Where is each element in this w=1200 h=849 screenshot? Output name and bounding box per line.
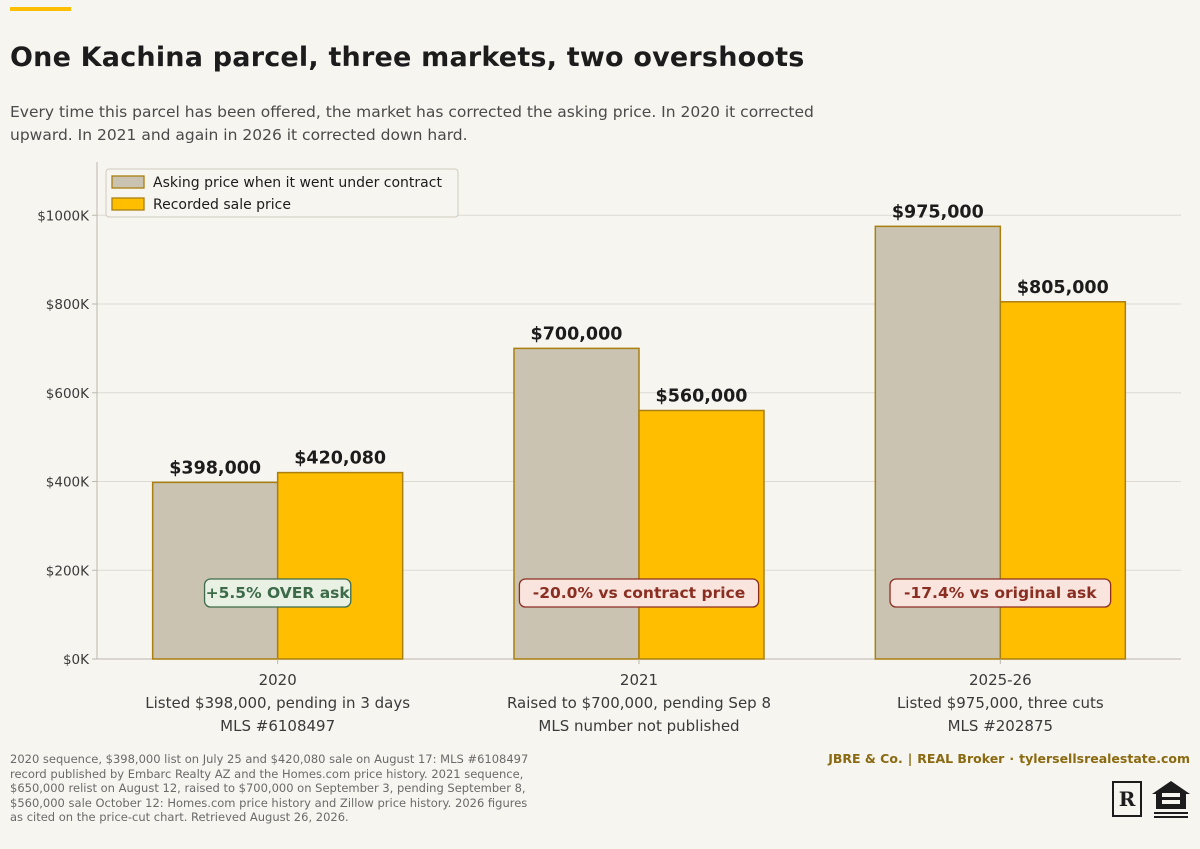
legend-box bbox=[105, 168, 459, 218]
chart-subtitle: Every time this parcel has been offered,… bbox=[10, 103, 814, 144]
bar bbox=[638, 409, 765, 660]
annotation-badge bbox=[889, 578, 1112, 608]
y-tick-label: $400K bbox=[46, 475, 90, 491]
y-tick-label: $1000K bbox=[37, 208, 90, 224]
x-tick-label: 2020 bbox=[259, 671, 297, 689]
legend-swatch bbox=[111, 175, 145, 189]
category-note: MLS #202875 bbox=[948, 717, 1053, 735]
realtor-logo-icon: R bbox=[1112, 781, 1142, 817]
legend-label: Recorded sale price bbox=[153, 197, 291, 213]
category-note: Listed $975,000, three cuts bbox=[897, 694, 1104, 712]
bar-value-label: $975,000 bbox=[892, 202, 984, 222]
bar bbox=[151, 481, 279, 660]
equal-housing-icon bbox=[1152, 781, 1190, 818]
legend-label: Asking price when it went under contract bbox=[153, 175, 442, 191]
y-tick-label: $800K bbox=[46, 297, 90, 313]
realtor-letter: R bbox=[1118, 787, 1136, 811]
brand-line: JBRE & Co. | REAL Broker · tylersellsrealest… bbox=[828, 751, 1190, 766]
website-link[interactable]: tylersellsrealestate.com bbox=[1019, 751, 1190, 766]
x-tick-label: 2021 bbox=[620, 671, 658, 689]
compliance-logos: R bbox=[1112, 779, 1192, 819]
annotation-badge bbox=[203, 578, 352, 608]
y-tick-label: $200K bbox=[46, 563, 90, 579]
sources-note: 2020 sequence, $398,000 list on July 25 … bbox=[10, 752, 529, 824]
legend-swatch bbox=[111, 197, 145, 211]
y-tick-label: $600K bbox=[46, 386, 90, 402]
bar-value-label: $805,000 bbox=[1017, 278, 1109, 298]
annotation-label: -17.4% vs original ask bbox=[904, 584, 1097, 602]
bar-value-label: $398,000 bbox=[169, 458, 261, 478]
bar bbox=[513, 347, 640, 660]
brand-dot: · bbox=[1009, 751, 1015, 766]
bar-value-label: $700,000 bbox=[531, 324, 623, 344]
annotation-label: -20.0% vs contract price bbox=[533, 584, 745, 602]
brokerage-name: REAL Broker bbox=[917, 751, 1005, 766]
chart-title: One Kachina parcel, three markets, two o… bbox=[10, 42, 805, 73]
annotation-badge bbox=[518, 578, 760, 608]
category-note: MLS #6108497 bbox=[220, 717, 335, 735]
bar-value-label: $420,080 bbox=[294, 449, 386, 469]
accent-rule bbox=[10, 7, 71, 11]
y-tick-label: $0K bbox=[63, 652, 90, 668]
bar bbox=[276, 471, 404, 660]
category-note: Raised to $700,000, pending Sep 8 bbox=[507, 694, 771, 712]
annotation-label: +5.5% OVER ask bbox=[206, 584, 351, 602]
x-tick-label: 2025-26 bbox=[969, 671, 1032, 689]
brand-separator: | bbox=[907, 751, 913, 766]
brand-name: JBRE & Co. bbox=[828, 751, 903, 766]
category-note: Listed $398,000, pending in 3 days bbox=[145, 694, 410, 712]
category-note: MLS number not published bbox=[538, 717, 739, 735]
bar-value-label: $560,000 bbox=[656, 387, 748, 407]
